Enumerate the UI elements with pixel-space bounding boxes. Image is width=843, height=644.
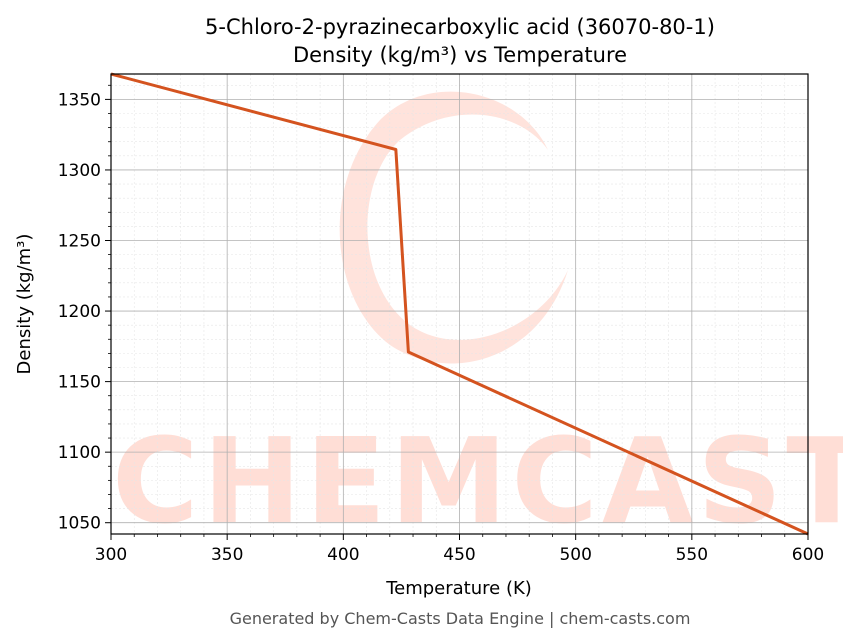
y-tick-label: 1350 <box>58 90 101 110</box>
series-group <box>110 72 809 536</box>
y-tick-label: 1100 <box>58 443 101 463</box>
x-tick-label: 450 <box>443 545 475 565</box>
x-axis-label: Temperature (K) <box>385 578 532 599</box>
watermark: CHEMCASTS <box>112 91 843 550</box>
chart-subtitle: Density (kg/m³) vs Temperature <box>293 43 627 67</box>
x-tick-label: 500 <box>559 545 591 565</box>
x-tick-label: 600 <box>792 545 824 565</box>
footer-credit: Generated by Chem-Casts Data Engine | ch… <box>230 609 691 628</box>
watermark-logo-swirl <box>339 91 568 364</box>
x-tick-label: 350 <box>211 545 243 565</box>
y-tick-label: 1150 <box>58 373 101 393</box>
x-tick-label: 400 <box>327 545 359 565</box>
y-tick-label: 1300 <box>58 161 101 181</box>
watermark-text: CHEMCASTS <box>112 412 843 550</box>
x-tick-label: 300 <box>95 545 127 565</box>
x-tick-label: 550 <box>676 545 708 565</box>
series-line-0 <box>110 72 809 536</box>
y-tick-label: 1200 <box>58 302 101 322</box>
y-tick-label: 1250 <box>58 232 101 252</box>
y-axis-label: Density (kg/m³) <box>14 234 35 375</box>
x-axis-ticks: 300 350 400 450 500 550 600 <box>95 534 824 565</box>
y-axis-ticks: 1050 1100 1150 1200 1250 1300 1350 <box>58 84 111 534</box>
chart-title: 5-Chloro-2-pyrazinecarboxylic acid (3607… <box>205 15 715 39</box>
y-tick-label: 1050 <box>58 514 101 534</box>
